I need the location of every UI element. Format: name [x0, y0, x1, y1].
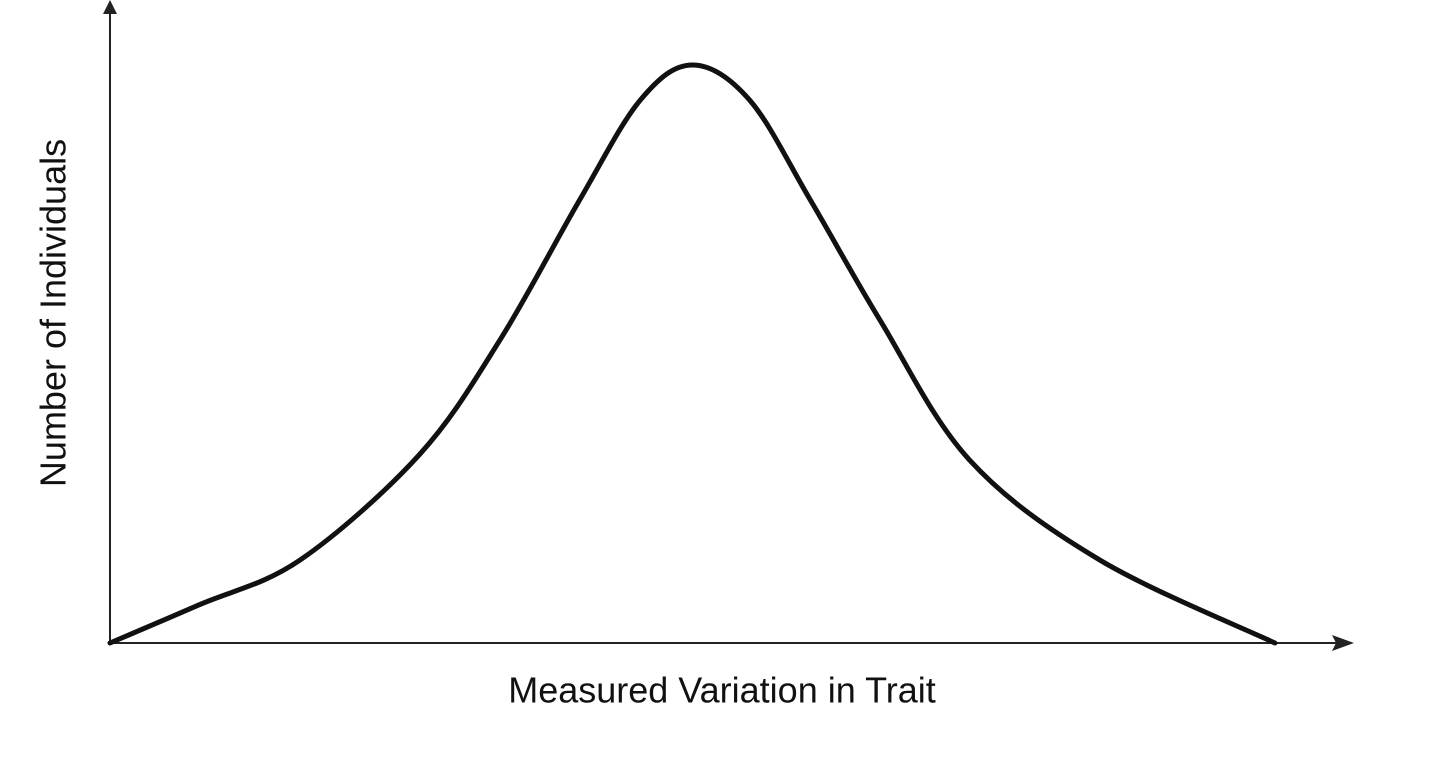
y-axis-arrow	[103, 0, 117, 14]
x-axis-label: Measured Variation in Trait	[508, 670, 936, 711]
line-series	[107, 62, 1278, 646]
y-axis-label: Number of Individuals	[33, 139, 74, 487]
x-axis-arrow	[1332, 635, 1354, 651]
